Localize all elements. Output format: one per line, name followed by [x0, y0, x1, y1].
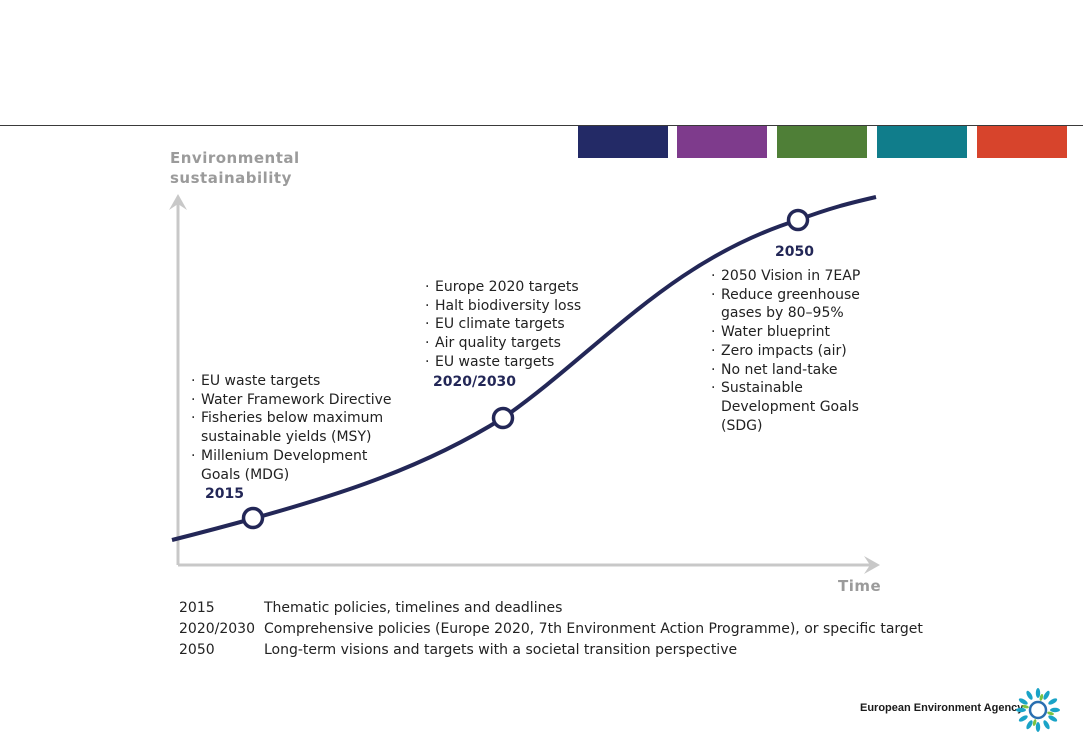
milestone-label-2020-2030: 2020/2030 — [433, 374, 517, 390]
milestone-notes-2020-2030: Europe 2020 targets Halt biodiversity lo… — [425, 278, 600, 372]
milestone-marker-2020-2030 — [491, 406, 515, 430]
legend-row: 2015 Thematic policies, timelines and de… — [179, 598, 923, 619]
y-axis-title: Environmental sustainability — [170, 148, 300, 188]
list-item: Air quality targets — [425, 334, 600, 353]
legend-row: 2050 Long-term visions and targets with … — [179, 640, 923, 661]
palette-swatch-navy — [578, 126, 668, 158]
y-axis-title-line-1: Environmental — [170, 149, 300, 167]
list-item: EU climate targets — [425, 315, 600, 334]
list-item: Europe 2020 targets — [425, 278, 600, 297]
palette-swatch-red — [977, 126, 1067, 158]
legend-table: 2015 Thematic policies, timelines and de… — [179, 598, 923, 661]
palette-swatch-purple — [677, 126, 767, 158]
list-item: EU waste targets — [191, 372, 406, 391]
legend-row: 2020/2030 Comprehensive policies (Europe… — [179, 619, 923, 640]
x-axis-arrow-icon — [864, 556, 880, 574]
milestone-marker-2050 — [786, 208, 810, 232]
palette-swatch-teal — [877, 126, 967, 158]
milestone-marker-2015 — [241, 506, 265, 530]
footer-brand-name: European Environment Agency — [860, 702, 1024, 714]
list-item: Zero impacts (air) — [711, 342, 876, 361]
list-item: Millenium Development Goals (MDG) — [191, 447, 406, 484]
milestone-label-2050: 2050 — [775, 244, 814, 260]
milestone-notes-2015: EU waste targets Water Framework Directi… — [191, 372, 406, 484]
legend-description: Thematic policies, timelines and deadlin… — [264, 600, 563, 616]
legend-description: Comprehensive policies (Europe 2020, 7th… — [264, 621, 923, 637]
y-axis-title-line-2: sustainability — [170, 169, 292, 187]
list-item: EU waste targets — [425, 353, 600, 372]
list-item: Fisheries below maximum sustainable yiel… — [191, 409, 406, 446]
legend-year: 2050 — [179, 642, 215, 658]
milestone-notes-2050: 2050 Vision in 7EAP Reduce greenhouse ga… — [711, 267, 876, 435]
legend-year: 2015 — [179, 600, 215, 616]
legend-description: Long-term visions and targets with a soc… — [264, 642, 738, 658]
legend-year: 2020/2030 — [179, 621, 255, 637]
header-divider — [0, 125, 1083, 126]
list-item: Sustainable Development Goals (SDG) — [711, 379, 876, 435]
list-item: 2050 Vision in 7EAP — [711, 267, 876, 286]
list-item: Water blueprint — [711, 323, 876, 342]
list-item: No net land-take — [711, 361, 876, 380]
list-item: Water Framework Directive — [191, 391, 406, 410]
palette-swatch-green — [777, 126, 867, 158]
x-axis-title: Time — [838, 577, 882, 595]
list-item: Reduce greenhouse gases by 80–95% — [711, 286, 876, 323]
eea-logo-petals — [1016, 688, 1060, 732]
eea-logo-icon — [1016, 688, 1060, 732]
list-item: Halt biodiversity loss — [425, 297, 600, 316]
y-axis-arrow-icon — [169, 194, 187, 210]
milestone-label-2015: 2015 — [205, 486, 244, 502]
